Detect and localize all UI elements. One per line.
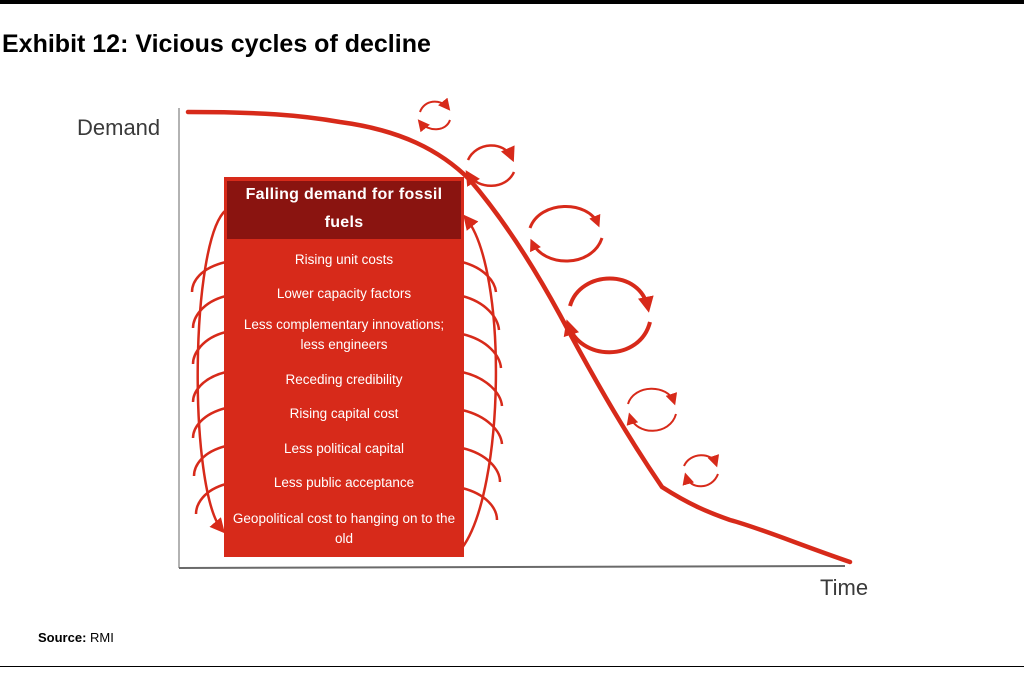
driver-item: Rising capital cost <box>289 406 399 421</box>
cycle-arrow-3 <box>528 205 604 263</box>
x-axis <box>178 565 846 569</box>
demand-curve <box>185 109 853 565</box>
top-rule <box>0 0 1024 4</box>
source-note: Source: RMI <box>38 630 114 645</box>
driver-item: Geopolitical cost to hanging on to the o… <box>232 511 456 546</box>
bottom-rule <box>0 666 1024 667</box>
box-heading: Falling demand for fossil fuels <box>227 181 461 239</box>
exhibit-title: Exhibit 12: Vicious cycles of decline <box>2 30 431 58</box>
source-label: Source: <box>38 630 87 645</box>
source-value: RMI <box>90 630 114 645</box>
cycle-arrow-2 <box>465 144 516 187</box>
driver-item: Less political capital <box>283 441 405 456</box>
cycle-arrow-4 <box>563 276 654 355</box>
driver-item: Receding credibility <box>285 372 403 387</box>
cycle-arrow-5 <box>626 387 678 432</box>
drivers-box <box>224 177 464 557</box>
cycle-arrow-1 <box>417 97 451 133</box>
driver-item: Less public acceptance <box>273 475 415 490</box>
x-axis-label: Time <box>820 575 869 600</box>
driver-item: Rising unit costs <box>294 252 394 267</box>
right-feedback-arrows <box>460 214 504 549</box>
driver-item: Less complementary innovations; less eng… <box>243 317 445 352</box>
y-axis-label: Demand <box>77 115 161 140</box>
left-feedback-arrows <box>190 209 227 534</box>
cycle-arrow-6 <box>682 454 720 488</box>
driver-item: Lower capacity factors <box>276 286 412 301</box>
